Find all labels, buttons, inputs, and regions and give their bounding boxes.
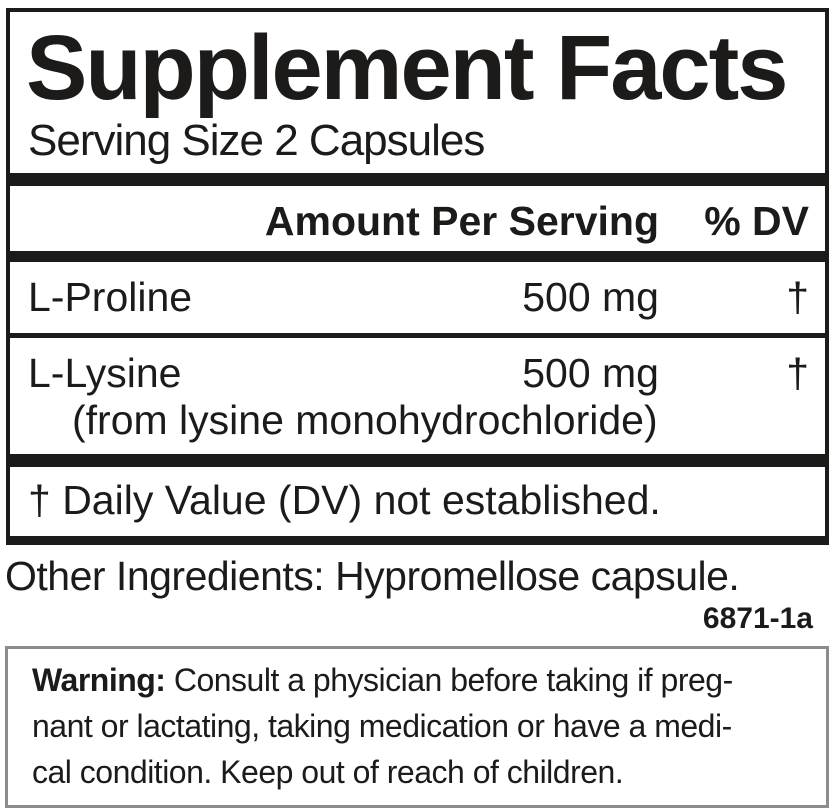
dv-footnote: † Daily Value (DV) not established. — [28, 477, 661, 524]
ingredient-amount: 500 mg — [522, 349, 659, 396]
divider-under-header — [10, 250, 825, 262]
warning-line-2: nant or lactating, taking medication or … — [32, 707, 732, 744]
table-header-row: Amount Per Serving % DV — [10, 186, 825, 251]
serving-size: Serving Size 2 Capsules — [28, 116, 485, 165]
warning-line-3: cal condition. Keep out of reach of chil… — [32, 753, 624, 790]
product-code: 6871-1a — [702, 602, 813, 636]
table-row-proline: L-Proline 500 mg † — [10, 262, 825, 333]
header-percent-dv: % DV — [704, 197, 809, 244]
warning-line-1: Consult a physician before taking if pre… — [173, 661, 733, 698]
ingredient-amount: 500 mg — [522, 273, 659, 320]
ingredient-dv: † — [786, 349, 809, 396]
ingredient-dv: † — [786, 273, 809, 320]
warning-label: Warning: — [32, 661, 166, 698]
other-ingredients: Other Ingredients: Hypromellose capsule. — [5, 553, 740, 600]
table-row-lysine: L-Lysine 500 mg † (from lysine monohydro… — [10, 338, 825, 454]
divider-thick-top — [10, 172, 825, 186]
divider-thick-above-footnote — [10, 454, 825, 468]
ingredient-name: L-Lysine — [28, 349, 182, 396]
divider-thin-between-rows — [10, 332, 825, 338]
ingredient-source-note: (from lysine monohydrochloride) — [72, 397, 658, 444]
header-amount-per-serving: Amount Per Serving — [264, 197, 659, 244]
panel-title: Supplement Facts — [26, 17, 788, 119]
warning-box: Warning: Consult a physician before taki… — [5, 645, 829, 808]
table-row-lysine-main: L-Lysine 500 mg † — [10, 338, 825, 397]
ingredient-name: L-Proline — [28, 273, 193, 320]
supplement-facts-panel: Supplement Facts Serving Size 2 Capsules… — [6, 8, 829, 546]
